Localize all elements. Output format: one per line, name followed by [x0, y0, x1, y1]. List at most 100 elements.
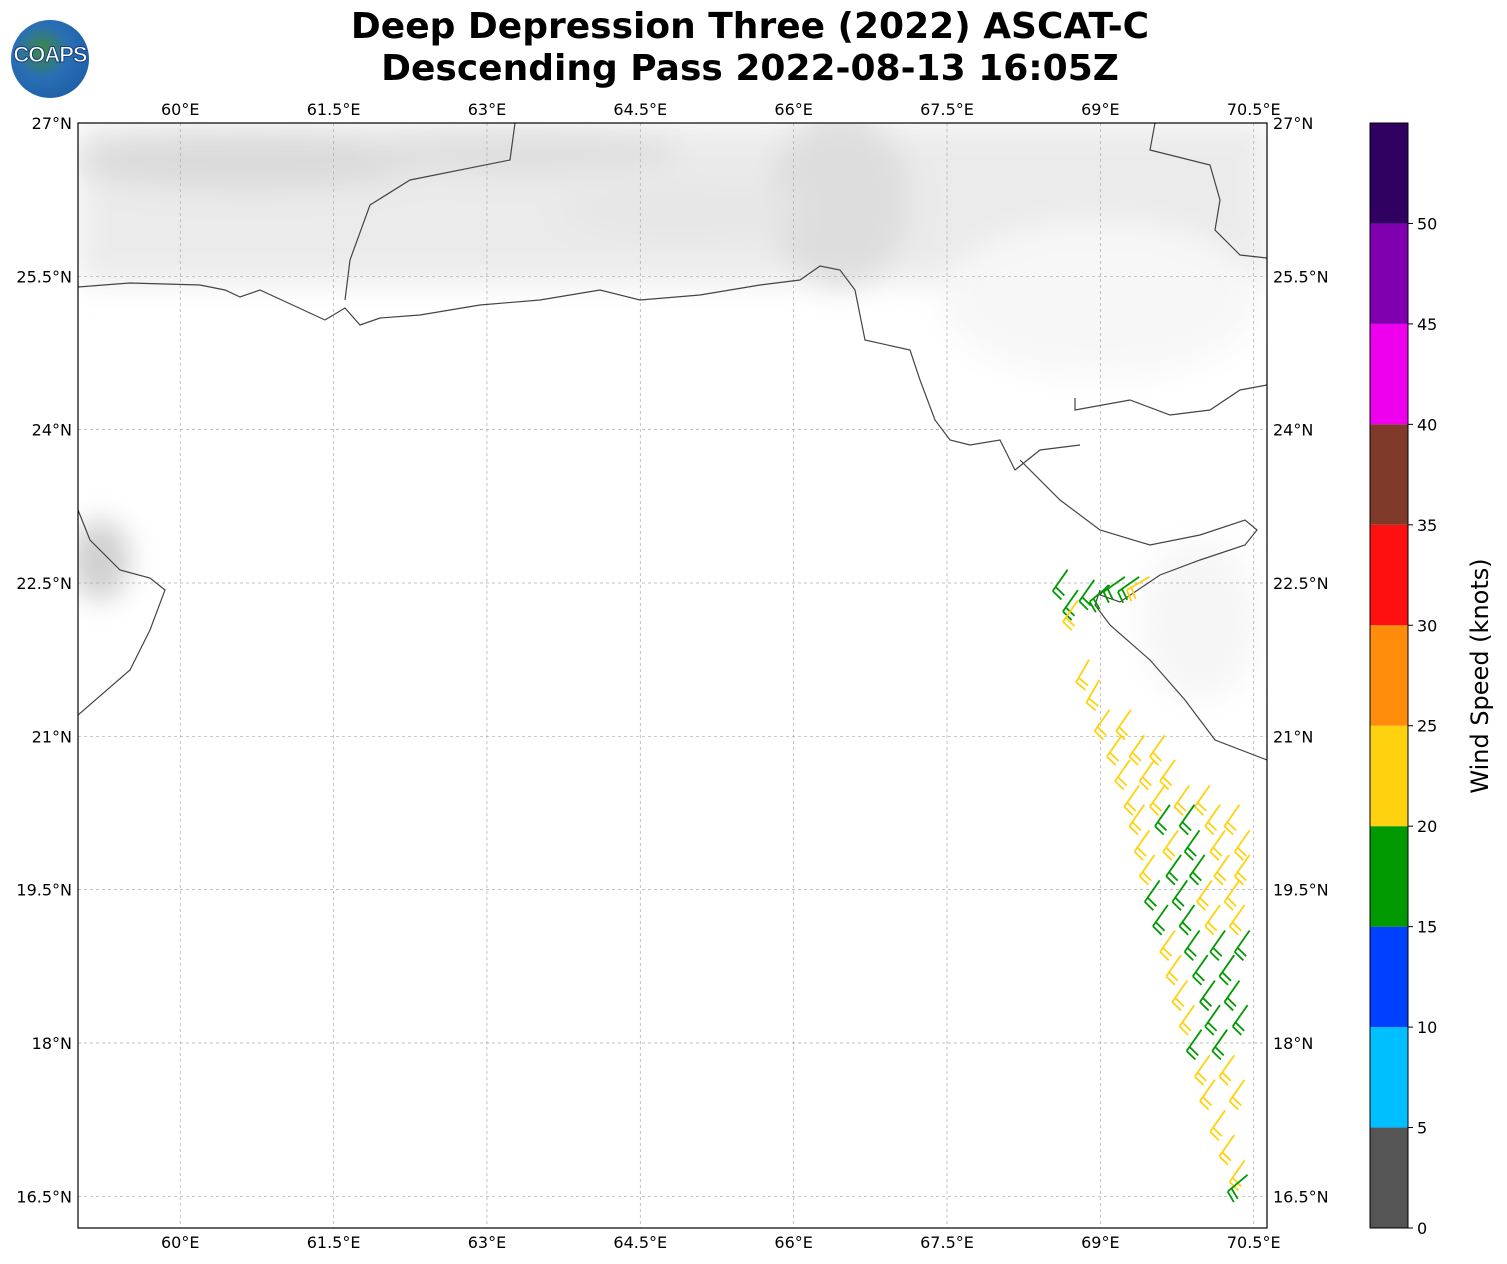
barb-feather	[1211, 1050, 1222, 1061]
barb-feather	[1221, 971, 1232, 982]
colorbar-segment	[1370, 1127, 1408, 1228]
coaps-logo: COAPS	[11, 20, 89, 98]
barb-staff	[1173, 784, 1191, 808]
lat-tick-label-left: 25.5°N	[16, 267, 72, 286]
barb-feather	[1144, 901, 1155, 911]
colorbar-tick-label: 45	[1417, 315, 1437, 334]
colorbar-tick-label: 35	[1417, 516, 1437, 535]
wind-barb	[1159, 930, 1176, 962]
barb-feather	[1096, 726, 1107, 737]
wind-barb	[1183, 930, 1201, 962]
wind-barb	[1093, 709, 1111, 741]
barb-feather	[1213, 875, 1224, 886]
barb-feather	[1155, 921, 1166, 932]
barb-feather	[1114, 780, 1125, 791]
wind-barb	[1228, 1079, 1246, 1111]
wind-barb	[1159, 759, 1176, 791]
barb-feather	[1178, 1025, 1189, 1036]
barb-feather	[1165, 846, 1176, 857]
colorbar-tick-label: 25	[1417, 717, 1437, 736]
barb-feather	[1231, 1096, 1242, 1107]
lat-tick-label-right: 25.5°N	[1273, 267, 1329, 286]
colorbar-segment	[1370, 1027, 1408, 1128]
barb-staff	[1159, 930, 1176, 953]
wind-barb	[1218, 1054, 1236, 1086]
wind-barb	[1078, 579, 1095, 611]
barb-staff	[1165, 954, 1182, 977]
lat-tick-label-left: 24°N	[32, 421, 72, 440]
lat-tick-label-right: 19.5°N	[1273, 881, 1329, 900]
barb-staff	[1138, 759, 1156, 782]
wind-barb	[1149, 784, 1166, 816]
barb-feather	[1062, 621, 1073, 631]
colorbar: 0 5 10 15 20 25 30 35 40 45 50	[1369, 122, 1437, 1238]
barb-feather	[1126, 589, 1133, 602]
wind-barb	[1226, 1174, 1249, 1203]
barb-feather	[1118, 726, 1129, 737]
lon-tick-label-top: 60°E	[161, 100, 199, 119]
barb-feather	[1154, 825, 1165, 836]
lon-tick-label-bottom: 60°E	[161, 1233, 199, 1252]
barb-feather	[1188, 1046, 1199, 1057]
colorbar-tick-label: 30	[1417, 616, 1437, 635]
lon-tick-label-bottom: 67.5°E	[920, 1233, 974, 1252]
barb-feather	[1173, 806, 1184, 816]
lat-tick-label-right: 21°N	[1273, 727, 1313, 746]
barb-staff	[1218, 1134, 1236, 1157]
barb-feather	[1094, 730, 1104, 741]
wind-barb	[1178, 1004, 1196, 1036]
wind-barb	[1133, 829, 1151, 861]
colorbar-tick-label: 0	[1417, 1219, 1427, 1238]
lon-tick-label-top: 67.5°E	[920, 100, 974, 119]
wind-barb	[1204, 804, 1221, 836]
lat-tick-label-left: 27°N	[32, 114, 72, 133]
barb-feather	[1181, 821, 1192, 832]
barb-feather	[1234, 851, 1245, 861]
barb-feather	[1231, 1177, 1242, 1187]
lat-tick-label-right: 24°N	[1273, 421, 1313, 440]
barb-staff	[1149, 734, 1166, 758]
barb-feather	[1209, 951, 1220, 962]
wind-barb	[1231, 1004, 1249, 1036]
lat-tick-label-right: 22.5°N	[1273, 574, 1329, 593]
barb-feather	[1181, 1021, 1192, 1032]
barb-feather	[1221, 1151, 1232, 1162]
wind-barb	[1218, 954, 1236, 986]
barb-feather	[1218, 1155, 1229, 1166]
barb-staff	[1204, 904, 1221, 927]
wind-barb	[1185, 1029, 1203, 1061]
barb-staff	[1194, 1054, 1211, 1078]
wind-barb	[1173, 784, 1191, 816]
wind-barb	[1233, 829, 1251, 861]
wind-barb	[1204, 904, 1221, 936]
barb-staff	[1211, 1029, 1228, 1052]
barb-feather	[1202, 997, 1213, 1007]
wind-barb	[1213, 854, 1230, 886]
wind-barb	[1128, 804, 1146, 836]
wind-barb	[1152, 904, 1169, 936]
barb-feather	[1228, 925, 1239, 936]
barb-feather	[1202, 1096, 1213, 1107]
barb-feather	[1152, 925, 1163, 936]
barb-feather	[1204, 925, 1215, 936]
barb-feather	[1218, 975, 1229, 986]
barb-feather	[1197, 801, 1208, 812]
barb-feather	[1141, 776, 1152, 787]
barb-staff	[1123, 784, 1140, 808]
barb-feather	[1131, 821, 1142, 832]
plot-frame	[77, 122, 1268, 1229]
wind-barb	[1209, 1109, 1226, 1141]
barb-feather	[1065, 616, 1076, 627]
barb-staff	[1051, 569, 1069, 592]
barb-feather	[1106, 755, 1117, 766]
wind-barb	[1223, 980, 1241, 1012]
colorbar-segment	[1370, 725, 1408, 827]
wind-barb	[1138, 759, 1156, 791]
barb-staff	[1194, 784, 1211, 808]
barb-feather	[1176, 801, 1187, 812]
colorbar-tick-label: 15	[1417, 918, 1437, 937]
barb-feather	[1159, 951, 1170, 962]
barb-staff	[1152, 904, 1169, 927]
